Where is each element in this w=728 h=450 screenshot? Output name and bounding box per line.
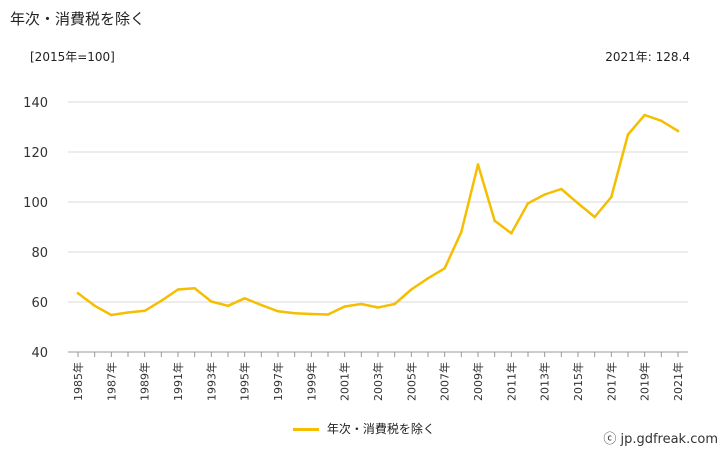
x-tick-label: 2011年 bbox=[504, 362, 518, 401]
x-tick-label: 2009年 bbox=[471, 362, 485, 401]
data-point bbox=[126, 311, 130, 314]
x-tick-label: 1995年 bbox=[238, 362, 252, 401]
data-point bbox=[493, 219, 496, 223]
source-credit: ⓒ jp.gdfreak.com bbox=[603, 432, 718, 447]
data-point bbox=[376, 306, 380, 309]
data-point bbox=[543, 193, 546, 196]
data-point bbox=[293, 311, 296, 315]
x-tick-label: 1989年 bbox=[138, 362, 152, 401]
latest-value-label: 2021年: 128.4 bbox=[605, 50, 690, 64]
data-point bbox=[410, 288, 413, 291]
x-tick-label: 2021年 bbox=[671, 362, 685, 401]
x-tick-label: 1991年 bbox=[171, 362, 185, 401]
data-point bbox=[276, 309, 280, 313]
x-tick-label: 1993年 bbox=[204, 362, 218, 401]
data-point bbox=[626, 133, 630, 136]
data-point bbox=[326, 313, 330, 316]
x-tick-label: 2013年 bbox=[538, 362, 552, 401]
data-point bbox=[460, 230, 463, 234]
x-tick-label: 1985年 bbox=[71, 362, 85, 401]
data-point bbox=[176, 288, 180, 291]
data-point bbox=[426, 276, 430, 280]
x-tick-label: 1997年 bbox=[271, 362, 285, 401]
data-point bbox=[210, 300, 213, 303]
data-point bbox=[260, 303, 263, 307]
data-point bbox=[526, 201, 530, 205]
legend-swatch bbox=[293, 428, 320, 431]
line-chart: 40 60 80 100 120 140 1985年 1987年 1989年 1991年 1993年… bbox=[23, 96, 688, 401]
data-point bbox=[643, 113, 646, 117]
x-tick-label: 2001年 bbox=[338, 362, 352, 401]
data-point bbox=[576, 201, 580, 205]
y-tick-label: 80 bbox=[31, 246, 48, 261]
y-tick-label: 60 bbox=[31, 296, 48, 311]
data-point bbox=[243, 296, 246, 300]
x-tick-label: 2017年 bbox=[604, 362, 618, 401]
y-tick-label: 140 bbox=[23, 96, 48, 111]
chart-legend: 年次・消費税を除く bbox=[0, 420, 728, 437]
data-point bbox=[343, 305, 346, 308]
x-tick-label: 2015年 bbox=[571, 362, 585, 401]
data-point bbox=[593, 215, 596, 219]
data-point bbox=[110, 313, 113, 317]
x-tick-label: 2007年 bbox=[438, 362, 452, 401]
data-point bbox=[360, 302, 363, 306]
data-point bbox=[193, 286, 196, 290]
data-point bbox=[676, 129, 680, 133]
data-point bbox=[393, 302, 396, 306]
data-point bbox=[476, 163, 480, 166]
y-tick-label: 40 bbox=[31, 346, 48, 361]
page-title: 年次・消費税を除く bbox=[10, 10, 146, 28]
x-tick-label: 1987年 bbox=[104, 362, 118, 401]
data-point bbox=[93, 304, 96, 308]
legend-label: 年次・消費税を除く bbox=[326, 422, 435, 436]
data-point bbox=[310, 312, 313, 316]
y-tick-label: 120 bbox=[23, 146, 48, 161]
data-point bbox=[160, 299, 163, 303]
y-tick-label: 100 bbox=[23, 196, 48, 211]
data-point bbox=[560, 187, 563, 191]
x-tick-label: 2005年 bbox=[404, 362, 418, 401]
data-point bbox=[226, 304, 230, 308]
x-tick-label: 2019年 bbox=[638, 362, 652, 401]
data-point bbox=[510, 231, 513, 235]
data-point bbox=[660, 119, 663, 123]
data-point bbox=[443, 266, 446, 270]
x-tick-label: 1999年 bbox=[304, 362, 318, 401]
series-line bbox=[76, 113, 680, 317]
x-tick-label: 2003年 bbox=[371, 362, 385, 401]
data-point bbox=[610, 195, 613, 199]
data-point bbox=[76, 291, 80, 295]
data-point bbox=[143, 309, 146, 313]
unit-label: [2015年=100] bbox=[30, 50, 115, 64]
